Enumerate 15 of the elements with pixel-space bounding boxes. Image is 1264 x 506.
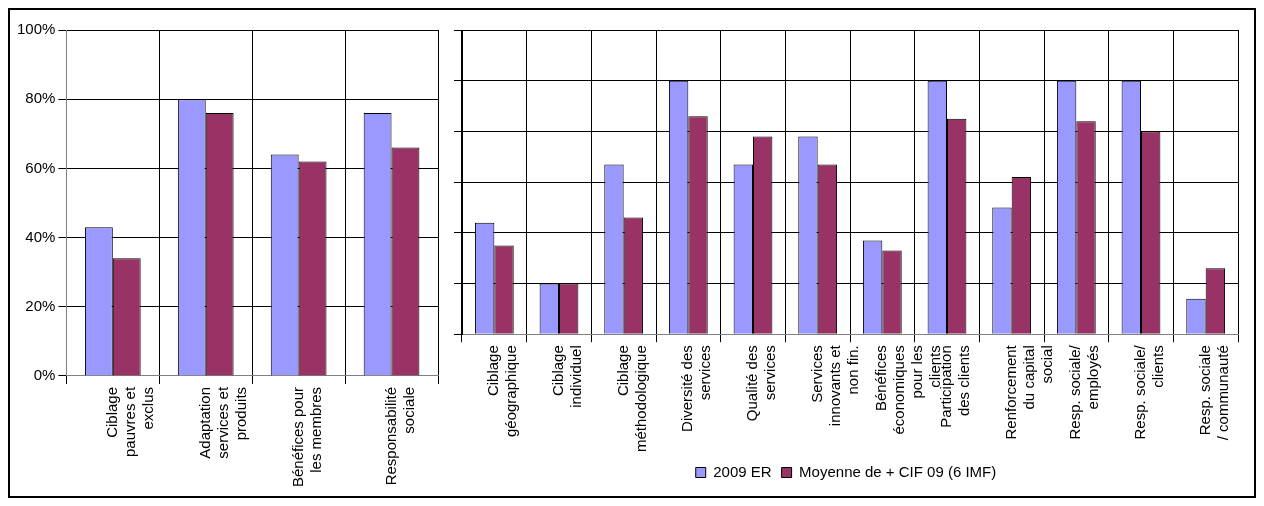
x-tick-label: Ciblage géographique [484, 345, 520, 438]
x-tick-label: Adaptation services et produits [195, 386, 249, 459]
x-tick-label: Responsabilité sociale [381, 386, 417, 486]
y-tick-label: 40% [25, 227, 56, 245]
legend-label: 2009 ER [713, 462, 772, 480]
x-tick-label: Services innovants et non fin. [807, 344, 861, 427]
y-tick-label: 60% [25, 158, 56, 176]
y-tick-label: 80% [25, 89, 56, 107]
legend-label: Moyenne de + CIF 09 (6 IMF) [799, 462, 997, 480]
y-tick-label: 0% [33, 366, 56, 384]
x-tick-label: Renforcement du capital social [1001, 344, 1055, 440]
x-tick-label: Ciblage pauvres et exclus [102, 386, 156, 457]
y-tick-label: 100% [16, 20, 56, 38]
x-tick-label: Resp. sociale/ clients [1131, 344, 1167, 440]
y-tick-label: 20% [25, 296, 56, 314]
